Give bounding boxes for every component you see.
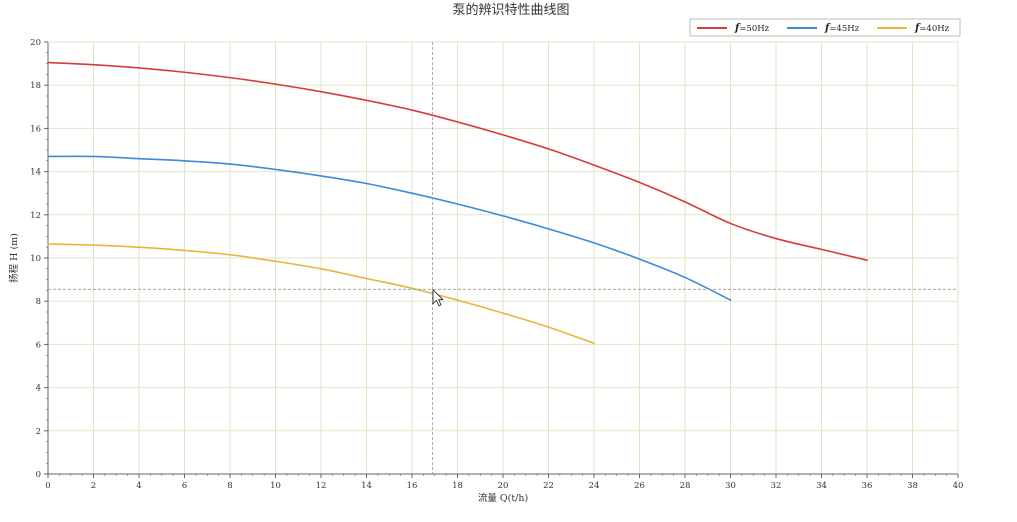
x-tick-label: 2: [91, 481, 96, 491]
axes: 0 2 4 6 8 10 12 14 16 18 20 22 24 26 28 30 32 34 36 38 40024…: [30, 38, 963, 491]
mouse-pointer-icon: [432, 289, 444, 307]
legend: f=50Hz f=45Hz f=40Hz: [689, 18, 961, 37]
x-axis-label: 流量 Q(t/h): [478, 492, 528, 504]
x-tick-label: 38: [907, 481, 918, 491]
x-tick-label: 22: [543, 481, 554, 491]
y-axis-label: 扬程 H (m): [8, 233, 20, 283]
y-tick-label: 6: [36, 340, 41, 350]
x-tick-label: 30: [725, 481, 736, 491]
y-tick-label: 8: [36, 297, 41, 307]
legend-frequency: =40Hz: [919, 24, 949, 34]
x-tick-label: 36: [862, 481, 873, 491]
legend-box: [689, 18, 961, 37]
x-tick-label: 0: [45, 481, 50, 491]
legend-symbol: f: [824, 23, 831, 34]
x-tick-label: 16: [407, 481, 418, 491]
x-tick-label: 26: [634, 481, 645, 491]
series-line-3: [47, 243, 595, 345]
x-tick-label: 8: [227, 481, 232, 491]
legend-frequency: =45Hz: [829, 24, 859, 34]
y-tick-label: 16: [30, 124, 41, 134]
x-tick-label: 40: [953, 481, 964, 491]
y-tick-label: 12: [30, 211, 41, 221]
x-tick-label: 34: [816, 481, 827, 491]
x-tick-label: 28: [680, 481, 691, 491]
crosshair: [48, 42, 958, 474]
x-tick-label: 18: [452, 481, 463, 491]
series-lines: [47, 61, 868, 345]
legend-frequency: =50Hz: [739, 24, 769, 34]
y-tick-label: 0: [36, 470, 41, 480]
y-tick-label: 20: [30, 38, 41, 48]
x-tick-label: 10: [270, 481, 281, 491]
legend-label-2: f=45Hz: [824, 23, 860, 34]
y-tick-label: 14: [30, 168, 41, 178]
x-tick-label: 32: [771, 481, 782, 491]
x-tick-label: 24: [589, 481, 600, 491]
grid: [48, 42, 958, 474]
legend-symbol: f: [914, 23, 921, 34]
x-tick-label: 20: [498, 481, 509, 491]
legend-label-1: f=50Hz: [734, 23, 770, 34]
y-tick-label: 18: [30, 81, 41, 91]
x-tick-label: 4: [136, 481, 141, 491]
x-tick-label: 12: [316, 481, 327, 491]
series-line-1: [47, 61, 868, 261]
series-line-2: [47, 155, 732, 301]
mouse-cursor-icon: [432, 289, 444, 307]
x-tick-label: 6: [182, 481, 187, 491]
chart-title: 泵的辨识特性曲线图: [452, 2, 569, 18]
x-tick-label: 14: [361, 481, 372, 491]
legend-label-3: f=40Hz: [914, 23, 950, 34]
y-tick-label: 10: [30, 254, 41, 264]
legend-symbol: f: [734, 23, 741, 34]
y-tick-label: 2: [36, 427, 41, 437]
y-tick-label: 4: [36, 384, 41, 394]
